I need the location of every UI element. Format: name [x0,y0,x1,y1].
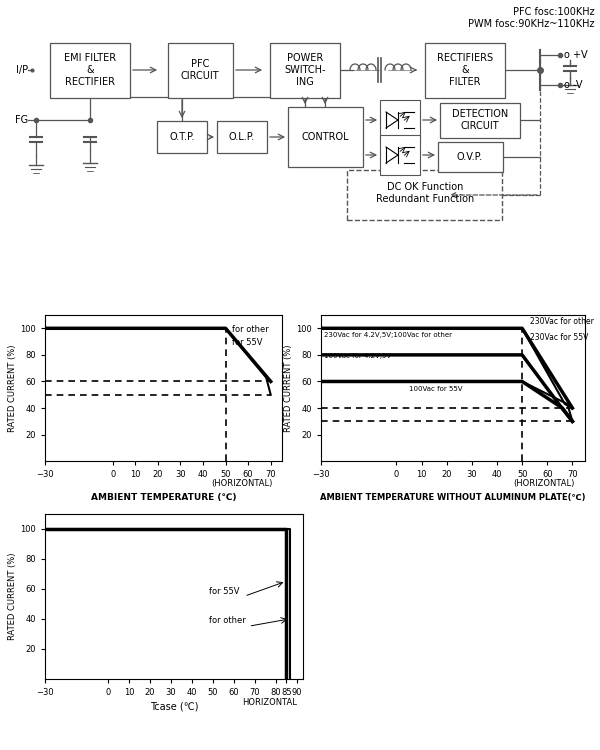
Bar [380,100,420,140]
Text: AMBIENT TEMPERATURE WITHOUT ALUMINUM PLATE(℃): AMBIENT TEMPERATURE WITHOUT ALUMINUM PLA… [320,494,586,502]
Text: (HORIZONTAL): (HORIZONTAL) [514,478,575,488]
Bar [50,43,130,98]
Bar [440,103,520,137]
Text: PFC fosc:100KHz
PWM fosc:90KHz~110KHz: PFC fosc:100KHz PWM fosc:90KHz~110KHz [469,7,595,28]
Text: CONTROL: CONTROL [301,132,349,142]
Text: O.L.P.: O.L.P. [229,132,255,142]
Text: 230Vac for 55V: 230Vac for 55V [530,332,588,341]
Text: for other: for other [209,616,245,625]
Text: 230Vac for other: 230Vac for other [530,316,593,326]
Bar [425,43,505,98]
Bar [437,142,503,172]
Text: I/P: I/P [16,65,28,75]
Bar [217,121,267,153]
Text: FG: FG [15,115,28,125]
Text: DC OK Function
Redundant Function: DC OK Function Redundant Function [376,182,474,204]
Text: for 55V: for 55V [209,587,239,596]
Text: Tcase (℃): Tcase (℃) [150,702,198,712]
Text: PFC
CIRCUIT: PFC CIRCUIT [181,59,220,81]
Y-axis label: RATED CURRENT (%): RATED CURRENT (%) [284,344,293,432]
Bar [157,121,207,153]
Text: for other: for other [232,325,269,334]
Text: O.T.P.: O.T.P. [169,132,195,142]
Bar [380,135,420,175]
Text: 100Vac for 4.2V,5V: 100Vac for 4.2V,5V [323,352,391,358]
Y-axis label: RATED CURRENT (%): RATED CURRENT (%) [8,553,17,640]
Bar [347,170,502,220]
Text: O.V.P.: O.V.P. [457,152,483,162]
Text: HORIZONTAL: HORIZONTAL [242,698,297,707]
Text: o +V: o +V [564,50,587,60]
Y-axis label: RATED CURRENT (%): RATED CURRENT (%) [8,344,17,432]
Bar [167,43,233,98]
Text: o -V: o -V [564,80,583,90]
Text: for 55V: for 55V [232,338,263,347]
Bar [270,43,340,98]
Text: EMI FILTER
&
RECTIFIER: EMI FILTER & RECTIFIER [64,53,116,86]
Text: AMBIENT TEMPERATURE (℃): AMBIENT TEMPERATURE (℃) [91,494,236,502]
Text: 100Vac for 55V: 100Vac for 55V [409,386,463,392]
Text: POWER
SWITCH-
ING: POWER SWITCH- ING [284,53,326,86]
Text: RECTIFIERS
&
FILTER: RECTIFIERS & FILTER [437,53,493,86]
Text: (HORIZONTAL): (HORIZONTAL) [212,478,273,488]
Bar [287,107,362,167]
Text: 230Vac for 4.2V,5V;100Vac for other: 230Vac for 4.2V,5V;100Vac for other [323,332,452,338]
Text: DETECTION
CIRCUIT: DETECTION CIRCUIT [452,110,508,130]
